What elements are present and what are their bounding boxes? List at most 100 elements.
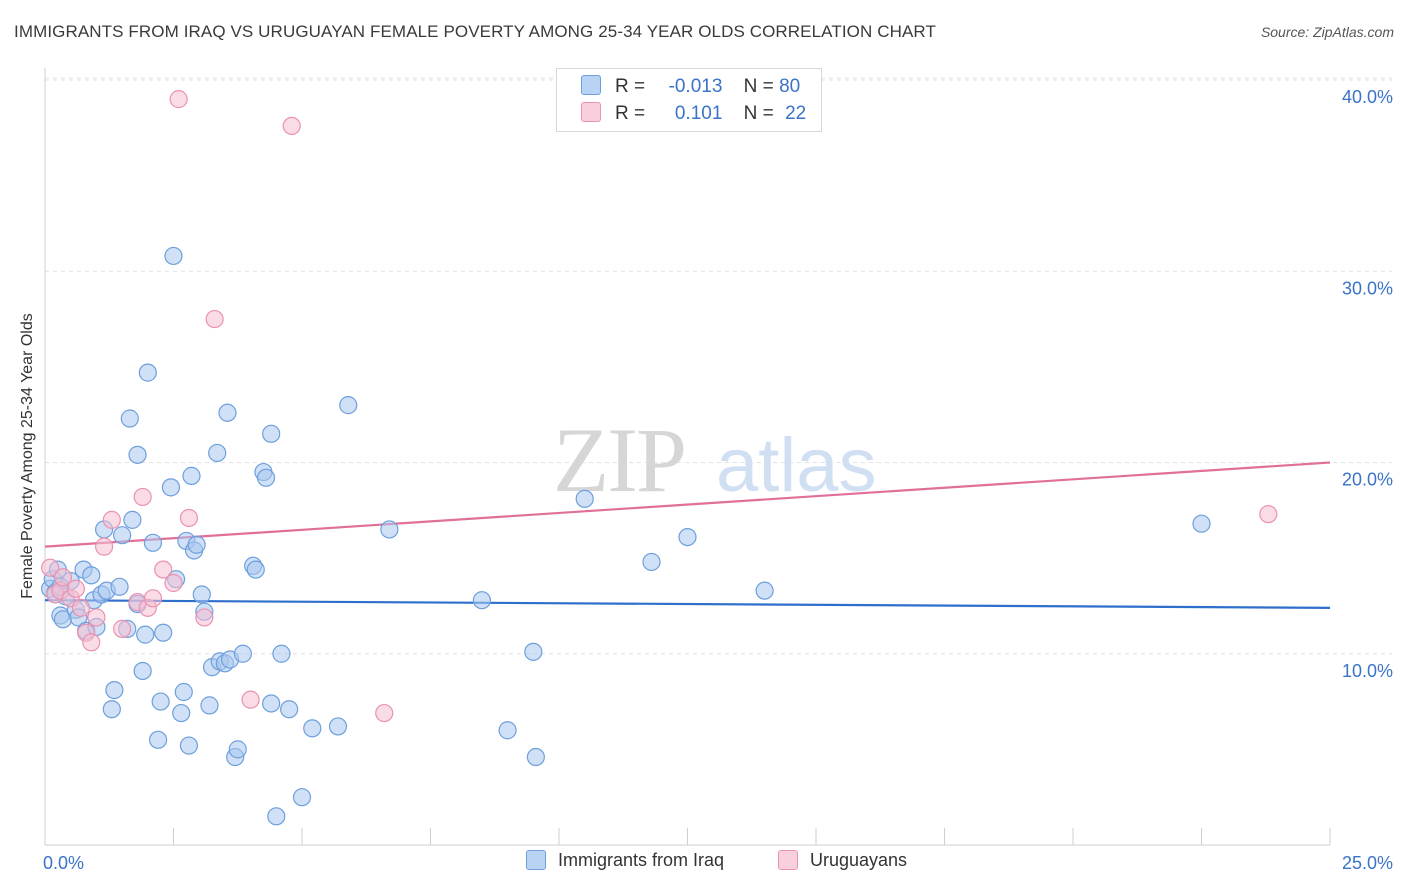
y-tick-label: 40.0%: [1342, 87, 1393, 107]
series-legend-uruguayans-label: Uruguayans: [810, 850, 908, 870]
point-iraq: [112, 526, 132, 545]
series-legend-iraq-label: Immigrants from Iraq: [558, 850, 725, 870]
series-legend-uruguayans[interactable]: Uruguayans: [778, 850, 907, 871]
legend-n-label: N =: [743, 76, 774, 97]
point-iraq: [123, 510, 142, 529]
y-tick-label: 30.0%: [1342, 278, 1393, 298]
point-iraq: [164, 246, 183, 266]
legend-swatch-uruguayans: [581, 102, 601, 122]
point-iraq: [161, 478, 181, 497]
point-iraq: [105, 680, 124, 700]
point-iraq: [262, 424, 281, 443]
legend-swatch-iraq: [526, 850, 546, 870]
point-uruguayans: [53, 568, 73, 587]
point-iraq: [148, 730, 168, 749]
point-uruguayans: [195, 608, 214, 627]
watermark-atlas: atlas: [716, 423, 877, 508]
point-iraq: [267, 807, 286, 826]
source-credit: Source: ZipAtlas.com: [1260, 24, 1394, 40]
point-uruguayans: [179, 508, 199, 528]
point-iraq: [526, 747, 545, 767]
data-points: [41, 90, 1278, 826]
point-uruguayans: [169, 90, 188, 109]
point-iraq: [472, 591, 491, 610]
point-iraq: [174, 682, 193, 702]
point-iraq: [755, 581, 774, 600]
trend-line-uruguayans: [44, 461, 1331, 548]
point-iraq: [200, 696, 219, 715]
point-iraq: [280, 700, 299, 719]
legend-r-value: -0.013: [668, 76, 723, 97]
point-iraq: [102, 700, 121, 719]
point-iraq: [339, 396, 358, 415]
legend-row-iraq: R = -0.013 N = 80: [581, 75, 800, 101]
y-tick-label: 10.0%: [1342, 661, 1393, 681]
series-legend: Immigrants from Iraq Uruguayans: [0, 850, 1406, 878]
point-uruguayans: [133, 487, 152, 507]
point-iraq: [143, 533, 163, 552]
point-iraq: [82, 566, 101, 585]
point-iraq: [256, 468, 276, 487]
chart-title: IMMIGRANTS FROM IRAQ VS URUGUAYAN FEMALE…: [14, 22, 936, 41]
point-uruguayans: [205, 309, 224, 329]
point-iraq: [262, 694, 281, 713]
point-iraq: [524, 642, 543, 661]
point-uruguayans: [82, 633, 101, 652]
point-uruguayans: [41, 558, 60, 577]
legend-n-label: N =: [743, 103, 774, 124]
legend-swatch-uruguayans: [778, 850, 798, 870]
point-iraq: [292, 788, 312, 807]
point-iraq: [133, 661, 152, 681]
point-iraq: [182, 466, 201, 485]
point-uruguayans: [1259, 505, 1278, 524]
point-iraq: [172, 703, 191, 723]
watermark: ZIP atlas: [553, 409, 877, 511]
trend-line-iraq: [44, 599, 1331, 609]
point-uruguayans: [375, 703, 394, 723]
legend-r-label: R =: [615, 103, 646, 124]
point-iraq: [218, 403, 237, 422]
point-iraq: [642, 552, 661, 572]
axes: [44, 68, 1331, 846]
tick-labels: 10.0% 20.0% 30.0% 40.0% 0.0% 25.0%: [43, 87, 1393, 873]
legend-swatch-iraq: [581, 75, 601, 95]
point-iraq: [208, 443, 227, 463]
point-uruguayans: [112, 619, 132, 638]
watermark-zip: ZIP: [553, 409, 685, 511]
legend-row-uruguayans: R = 0.101 N = 22: [581, 102, 806, 128]
y-tick-label: 20.0%: [1342, 470, 1393, 490]
point-iraq: [303, 719, 322, 738]
x-tick-label: 0.0%: [43, 853, 84, 873]
point-uruguayans: [102, 510, 121, 529]
point-iraq: [110, 577, 129, 596]
point-uruguayans: [241, 690, 260, 709]
point-uruguayans: [87, 608, 106, 627]
point-iraq: [136, 625, 155, 644]
point-uruguayans: [143, 589, 163, 608]
legend-n-value: 22: [785, 103, 807, 124]
point-uruguayans: [71, 598, 91, 617]
point-iraq: [120, 409, 139, 428]
point-iraq: [179, 736, 199, 755]
series-legend-iraq[interactable]: Immigrants from Iraq: [526, 850, 724, 871]
point-uruguayans: [154, 560, 173, 579]
point-uruguayans: [282, 116, 301, 136]
point-uruguayans: [66, 579, 85, 598]
point-iraq: [246, 560, 265, 579]
point-iraq: [575, 489, 594, 508]
point-iraq: [380, 520, 399, 539]
legend-r-value: 0.101: [674, 103, 723, 124]
point-iraq: [154, 623, 173, 642]
point-iraq: [498, 721, 517, 740]
point-iraq: [233, 644, 252, 663]
stats-legend: R = -0.013 N = 80 R = 0.101 N = 22: [556, 68, 822, 132]
point-uruguayans: [95, 537, 114, 556]
point-iraq: [192, 585, 211, 604]
point-iraq: [151, 692, 170, 711]
point-iraq: [328, 717, 348, 736]
point-iraq: [138, 363, 157, 382]
x-tick-label: 25.0%: [1342, 853, 1393, 873]
point-iraq: [228, 740, 247, 759]
y-axis-label: Female Poverty Among 25-34 Year Olds: [19, 313, 36, 599]
